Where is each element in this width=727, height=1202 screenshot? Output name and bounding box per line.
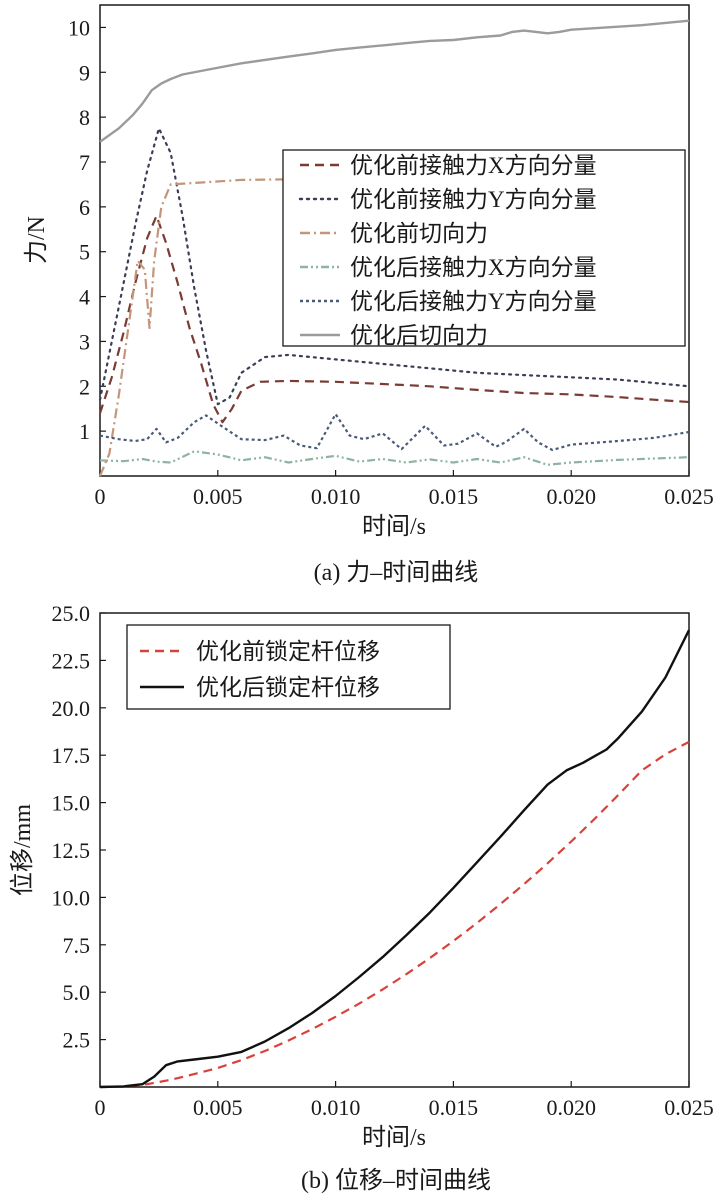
x-axis: 0 0.005 0.010 0.015 0.020 0.025	[95, 470, 714, 509]
y-tick-label: 12.5	[52, 838, 91, 863]
y-tick-label: 7.5	[63, 933, 91, 958]
legend-label: 优化前接触力X方向分量	[350, 153, 597, 178]
y-tick-label: 2.5	[63, 1028, 91, 1053]
y-tick-label: 1	[79, 419, 90, 444]
series-line-2	[98, 127, 691, 406]
y-tick-label: 25.0	[52, 601, 91, 626]
y-tick-label: 15.0	[52, 791, 91, 816]
legend-frame	[126, 624, 451, 710]
x-tick-label: 0.005	[193, 484, 243, 509]
y-tick-label: 8	[79, 105, 90, 130]
series-line-1	[99, 740, 690, 1089]
y-tick-label: 20.0	[52, 696, 91, 721]
y-tick-label: 5.0	[63, 980, 91, 1005]
y-tick-label: 2	[79, 374, 90, 399]
series-line-4	[99, 450, 690, 466]
x-tick-label: 0.010	[311, 1095, 361, 1120]
series-line-3	[98, 172, 690, 477]
series-group	[99, 629, 691, 1089]
x-tick-label: 0.020	[546, 484, 596, 509]
legend: 优化前接触力X方向分量优化前接触力Y方向分量优化前切向力优化后接触力X方向分量优…	[282, 149, 686, 348]
plot-frame	[99, 4, 690, 477]
y-tick-label: 22.5	[52, 648, 91, 673]
panel-b-caption: (b) 位移–时间曲线	[301, 1167, 491, 1194]
y-tick-label: 10	[68, 15, 90, 40]
x-axis-title: 时间/s	[362, 513, 426, 540]
x-axis: 0 0.005 0.010 0.015 0.020 0.025	[95, 1081, 714, 1120]
x-tick-label: 0.025	[664, 484, 714, 509]
displacement-time-chart: 0 0.005 0.010 0.015 0.020 0.025 2.5 5.0 7.5 10.0…	[9, 601, 714, 1194]
legend-label: 优化前接触力Y方向分量	[350, 187, 597, 212]
x-tick-label: 0.005	[193, 1095, 243, 1120]
y-tick-label: 10.0	[52, 885, 91, 910]
legend-label: 优化后接触力X方向分量	[350, 255, 597, 280]
legend-frame	[282, 149, 686, 347]
series-group	[98, 19, 691, 477]
x-tick-label: 0.015	[429, 484, 479, 509]
x-tick-label: 0	[95, 484, 106, 509]
y-axis: 1 2 3 4 5 6 7 8 9 10	[68, 15, 106, 444]
y-axis-title: 力/N	[23, 216, 50, 264]
x-axis-title: 时间/s	[362, 1124, 426, 1151]
x-tick-label: 0.015	[429, 1095, 479, 1120]
panel-a-caption: (a) 力–时间曲线	[314, 559, 479, 586]
x-tick-label: 0.020	[546, 1095, 596, 1120]
y-tick-label: 5	[79, 240, 90, 265]
x-tick-label: 0.025	[664, 1095, 714, 1120]
legend-label: 优化后切向力	[350, 323, 488, 348]
series-line-2	[99, 629, 691, 1089]
legend-label: 优化后接触力Y方向分量	[350, 289, 597, 314]
y-tick-label: 4	[79, 285, 90, 310]
y-tick-label: 17.5	[52, 743, 91, 768]
force-time-chart: 0 0.005 0.010 0.015 0.020 0.025 1 2 3 4 5 6 7 8 9 10 优…	[23, 4, 714, 586]
legend-label: 优化前锁定杆位移	[196, 639, 380, 664]
y-axis: 2.5 5.0 7.5 10.0 12.5 15.0 17.5 20.0 22.5 25.0	[52, 601, 106, 1053]
y-tick-label: 3	[79, 329, 90, 354]
series-line-6	[99, 19, 690, 143]
legend-label: 优化后锁定杆位移	[196, 675, 380, 700]
x-tick-label: 0	[95, 1095, 106, 1120]
series-line-1	[98, 214, 690, 424]
y-axis-title: 位移/mm	[9, 804, 36, 896]
x-tick-label: 0.010	[311, 484, 361, 509]
y-tick-label: 9	[79, 60, 90, 85]
y-tick-label: 6	[79, 195, 90, 220]
legend-label: 优化前切向力	[350, 221, 488, 246]
series-line-5	[99, 413, 690, 452]
y-tick-label: 7	[79, 150, 90, 175]
